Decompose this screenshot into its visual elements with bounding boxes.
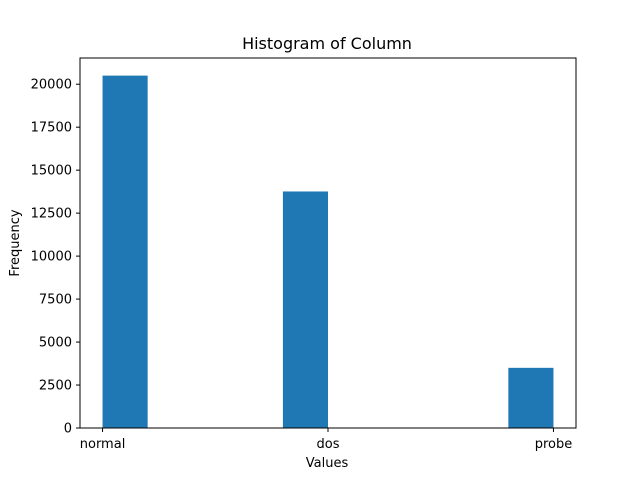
y-tick-label: 7500 <box>39 293 72 308</box>
y-tick-label: 2500 <box>39 379 72 394</box>
bar-dos <box>282 191 328 428</box>
plot-area-frame <box>79 57 577 429</box>
x-tick-label-dos: dos <box>317 437 340 452</box>
bar-normal <box>102 75 148 428</box>
y-axis-ticks: 0 2500 5000 7500 10000 12500 15000 17500 20000 <box>31 78 80 437</box>
x-tick-label-probe: probe <box>535 437 573 452</box>
x-axis-ticks: normal dos probe <box>80 428 572 452</box>
y-axis-label: Frequency <box>8 209 23 276</box>
y-tick-label: 0 <box>64 422 72 437</box>
bars-group <box>102 75 554 428</box>
y-tick-label: 20000 <box>31 78 72 93</box>
y-tick-label: 10000 <box>31 250 72 265</box>
y-tick-label: 12500 <box>31 207 72 222</box>
y-tick-label: 15000 <box>31 164 72 179</box>
bar-probe <box>508 367 554 428</box>
x-axis-label: Values <box>306 456 349 471</box>
y-tick-label: 17500 <box>31 121 72 136</box>
y-tick-label: 5000 <box>39 336 72 351</box>
x-tick-label-normal: normal <box>80 437 126 452</box>
chart-title: Histogram of Column <box>242 34 412 53</box>
